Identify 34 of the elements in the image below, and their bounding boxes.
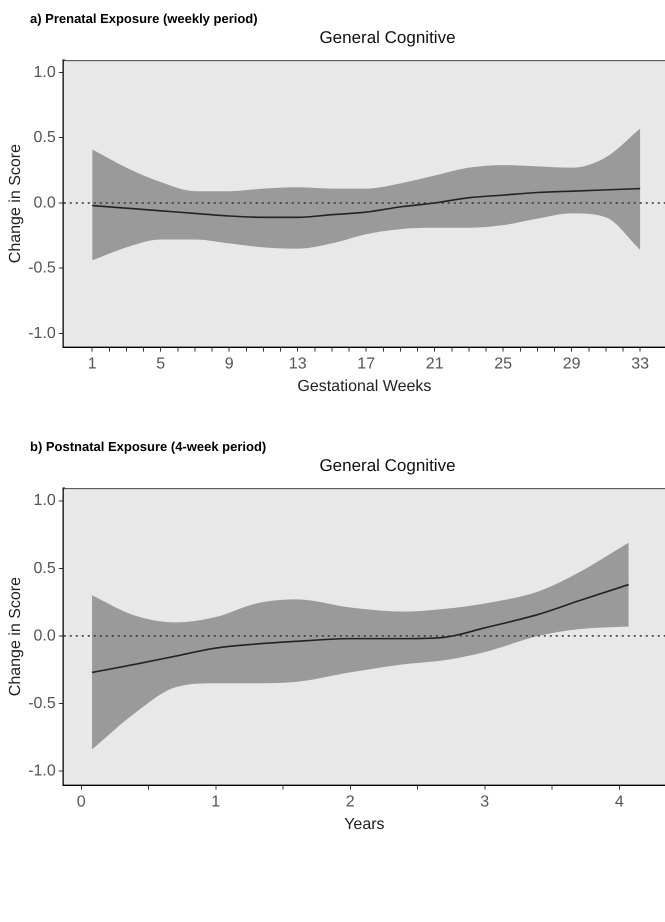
y-tick-label: -0.5 [28, 694, 56, 712]
x-tick-label: 1 [211, 794, 220, 811]
y-axis-title: Change in Score [7, 144, 24, 264]
y-tick-label: 1.0 [34, 492, 56, 510]
y-tick-label: 0.0 [34, 627, 56, 644]
x-tick-label: 29 [562, 356, 581, 373]
x-tick-label: 1 [88, 356, 97, 373]
y-tick-label: 0.5 [34, 129, 56, 146]
x-tick-label: 3 [480, 794, 490, 811]
x-tick-label: 5 [156, 356, 166, 373]
x-tick-label: 33 [631, 356, 650, 373]
y-tick-label: -1.0 [28, 762, 56, 780]
y-tick-label: -0.5 [28, 260, 56, 277]
y-tick-label: -1.0 [28, 324, 56, 342]
y-axis-title: Change in Score [7, 576, 24, 696]
x-tick-label: 17 [357, 356, 376, 373]
x-tick-label: 2 [346, 794, 355, 811]
chart-title: a) Prenatal Exposure (weekly period) [29, 10, 259, 28]
chart-subtitle: General Cognitive [318, 456, 457, 476]
chart-title: b) Postnatal Exposure (4-week period) [29, 438, 268, 456]
x-axis-title: Gestational Weeks [297, 378, 432, 395]
chart-subtitle: General Cognitive [318, 28, 457, 48]
x-axis-title: Years [344, 816, 385, 833]
x-tick-label: 21 [426, 356, 444, 373]
x-tick-label: 25 [494, 356, 512, 373]
x-tick-label: 0 [76, 794, 86, 811]
y-tick-label: 0.5 [34, 560, 56, 577]
x-tick-label: 4 [614, 794, 624, 811]
y-tick-label: 1.0 [34, 64, 56, 81]
y-tick-label: 0.0 [34, 194, 56, 212]
line-series [91, 188, 641, 218]
line-series [91, 584, 630, 674]
x-tick-label: 9 [224, 356, 234, 373]
x-tick-label: 13 [288, 356, 307, 373]
